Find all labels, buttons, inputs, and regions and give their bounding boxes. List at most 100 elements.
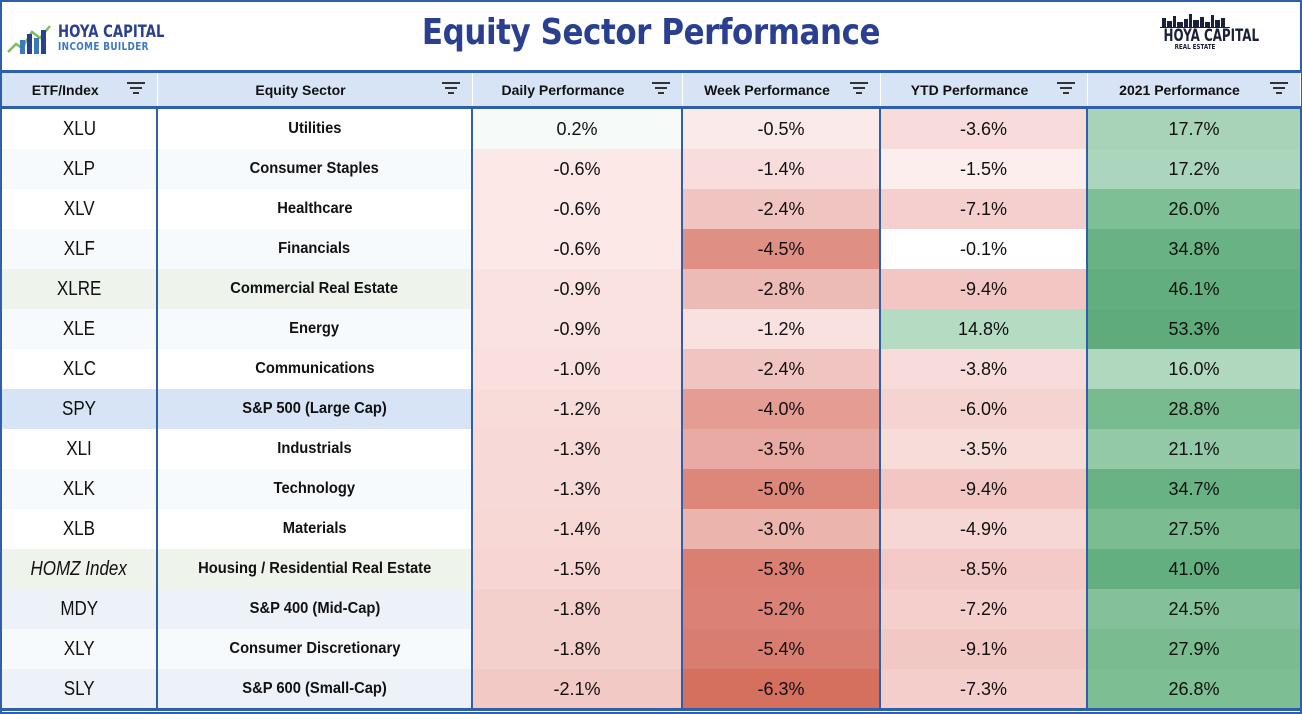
- performance-2021-cell: 27.9%: [1087, 629, 1300, 669]
- ticker-cell: XLB: [2, 509, 158, 549]
- column-header-week-performance[interactable]: Week Performance: [682, 73, 881, 109]
- column-header-etf-index[interactable]: ETF/Index: [2, 73, 158, 109]
- performance-2021-cell-value: 27.9%: [1168, 638, 1220, 659]
- ytd-performance-cell: -0.1%: [880, 229, 1088, 269]
- column-header-label: YTD Performance: [910, 81, 1029, 98]
- ytd-performance-cell-value: -9.1%: [959, 638, 1008, 659]
- ytd-performance-cell-value: -9.4%: [959, 278, 1008, 299]
- ticker-cell-value: SPY: [61, 397, 97, 420]
- daily-performance-cell: -1.8%: [472, 629, 683, 669]
- daily-performance-cell: -1.4%: [472, 509, 683, 549]
- performance-2021-cell: 16.0%: [1087, 349, 1300, 389]
- ticker-cell: SLY: [2, 669, 158, 709]
- filter-icon[interactable]: [441, 82, 460, 96]
- column-header-label: ETF/Index: [31, 81, 99, 98]
- sector-cell-value: Housing / Residential Real Estate: [197, 560, 432, 577]
- hoya-capital-real-estate-logo: HOYA CAPITAL REAL ESTATE: [1150, 14, 1259, 64]
- table-row: XLI Industrials -1.3% -3.5% -3.5% 21.1%: [2, 429, 1300, 469]
- daily-performance-cell-value: -2.1%: [553, 678, 601, 699]
- table-row: SLY S&P 600 (Small-Cap) -2.1% -6.3% -7.3% 26.…: [2, 669, 1300, 709]
- column-header-daily-performance[interactable]: Daily Performance: [472, 73, 683, 109]
- ytd-performance-cell-value: -7.2%: [959, 598, 1008, 619]
- header-divider: [0, 70, 1302, 73]
- ytd-performance-cell: -7.2%: [880, 589, 1088, 629]
- week-performance-cell-value: -4.5%: [757, 238, 805, 259]
- daily-performance-cell: -0.6%: [472, 149, 683, 189]
- table-row: XLK Technology -1.3% -5.0% -9.4% 34.7%: [2, 469, 1300, 509]
- sector-cell-value: S&P 400 (Mid-Cap): [249, 600, 380, 617]
- ticker-cell: MDY: [2, 589, 158, 629]
- column-header-2021-performance[interactable]: 2021 Performance: [1087, 73, 1301, 109]
- ticker-cell-value: MDY: [60, 597, 98, 620]
- table-row: XLB Materials -1.4% -3.0% -4.9% 27.5%: [2, 509, 1300, 549]
- column-header-ytd-performance[interactable]: YTD Performance: [880, 73, 1088, 109]
- ticker-cell: XLF: [2, 229, 158, 269]
- ticker-cell-value: XLC: [62, 357, 96, 380]
- week-performance-cell-value: -5.0%: [757, 478, 805, 499]
- week-performance-cell: -5.2%: [682, 589, 881, 629]
- sector-cell-value: Energy: [289, 320, 340, 337]
- daily-performance-cell-value: -0.9%: [553, 318, 601, 339]
- ytd-performance-cell: -6.0%: [880, 389, 1088, 429]
- daily-performance-cell-value: -1.5%: [553, 558, 601, 579]
- ytd-performance-cell: -3.5%: [880, 429, 1088, 469]
- week-performance-cell: -3.0%: [682, 509, 881, 549]
- daily-performance-cell: -1.0%: [472, 349, 683, 389]
- column-header-equity-sector[interactable]: Equity Sector: [157, 73, 473, 109]
- daily-performance-cell-value: -1.0%: [553, 358, 601, 379]
- filter-icon[interactable]: [849, 82, 868, 96]
- ticker-cell-value: XLK: [62, 477, 96, 500]
- ticker-cell-value: XLB: [62, 517, 96, 540]
- filter-icon[interactable]: [1269, 82, 1288, 96]
- daily-performance-cell-value: -1.8%: [553, 638, 601, 659]
- column-header-label: Equity Sector: [255, 81, 346, 98]
- week-performance-cell: -6.3%: [682, 669, 881, 709]
- daily-performance-cell-value: -1.8%: [553, 598, 601, 619]
- week-performance-cell-value: -5.4%: [757, 638, 805, 659]
- week-performance-cell-value: -6.3%: [757, 678, 805, 699]
- week-performance-cell-value: -5.3%: [757, 558, 805, 579]
- ytd-performance-cell: -4.9%: [880, 509, 1088, 549]
- column-header-label: 2021 Performance: [1119, 81, 1240, 98]
- ytd-performance-cell: -9.4%: [880, 469, 1088, 509]
- performance-2021-cell-value: 16.0%: [1168, 358, 1220, 379]
- week-performance-cell: -2.4%: [682, 349, 881, 389]
- skyline-icon: [1160, 14, 1230, 28]
- performance-2021-cell-value: 53.3%: [1168, 318, 1220, 339]
- sector-cell: Healthcare: [157, 189, 473, 229]
- daily-performance-cell: -0.6%: [472, 229, 683, 269]
- ticker-cell: XLE: [2, 309, 158, 349]
- performance-2021-cell: 41.0%: [1087, 549, 1300, 589]
- ticker-cell: XLI: [2, 429, 158, 469]
- table-row: XLP Consumer Staples -0.6% -1.4% -1.5% 17.2%: [2, 149, 1300, 189]
- performance-2021-cell-value: 46.1%: [1168, 278, 1220, 299]
- filter-icon[interactable]: [1056, 82, 1075, 96]
- daily-performance-cell: -1.2%: [472, 389, 683, 429]
- ytd-performance-cell-value: -3.5%: [959, 438, 1008, 459]
- ytd-performance-cell: -1.5%: [880, 149, 1088, 189]
- ticker-cell: XLV: [2, 189, 158, 229]
- sector-cell: S&P 400 (Mid-Cap): [157, 589, 473, 629]
- ticker-cell-value: HOMZ Index: [30, 557, 128, 580]
- column-header-label: Week Performance: [704, 81, 830, 98]
- daily-performance-cell: -1.8%: [472, 589, 683, 629]
- ytd-performance-cell: -9.1%: [880, 629, 1088, 669]
- filter-icon[interactable]: [126, 82, 145, 96]
- ytd-performance-cell: -3.6%: [880, 107, 1088, 149]
- ytd-performance-cell-value: -7.3%: [959, 678, 1008, 699]
- performance-2021-cell: 34.8%: [1087, 229, 1300, 269]
- daily-performance-cell-value: -0.6%: [553, 238, 601, 259]
- week-performance-cell-value: -2.4%: [757, 198, 805, 219]
- sector-cell: Energy: [157, 309, 473, 349]
- daily-performance-cell-value: -1.4%: [553, 518, 601, 539]
- filter-icon[interactable]: [651, 82, 670, 96]
- ticker-cell-value: XLP: [62, 157, 96, 180]
- performance-2021-cell-value: 26.8%: [1168, 678, 1220, 699]
- week-performance-cell-value: -1.4%: [757, 158, 805, 179]
- daily-performance-cell: -0.9%: [472, 309, 683, 349]
- ytd-performance-cell-value: 14.8%: [957, 318, 1010, 339]
- sector-cell-value: Consumer Discretionary: [229, 640, 400, 657]
- daily-performance-cell-value: -0.6%: [553, 158, 601, 179]
- sector-cell-value: S&P 500 (Large Cap): [242, 400, 387, 417]
- daily-performance-cell: -2.1%: [472, 669, 683, 709]
